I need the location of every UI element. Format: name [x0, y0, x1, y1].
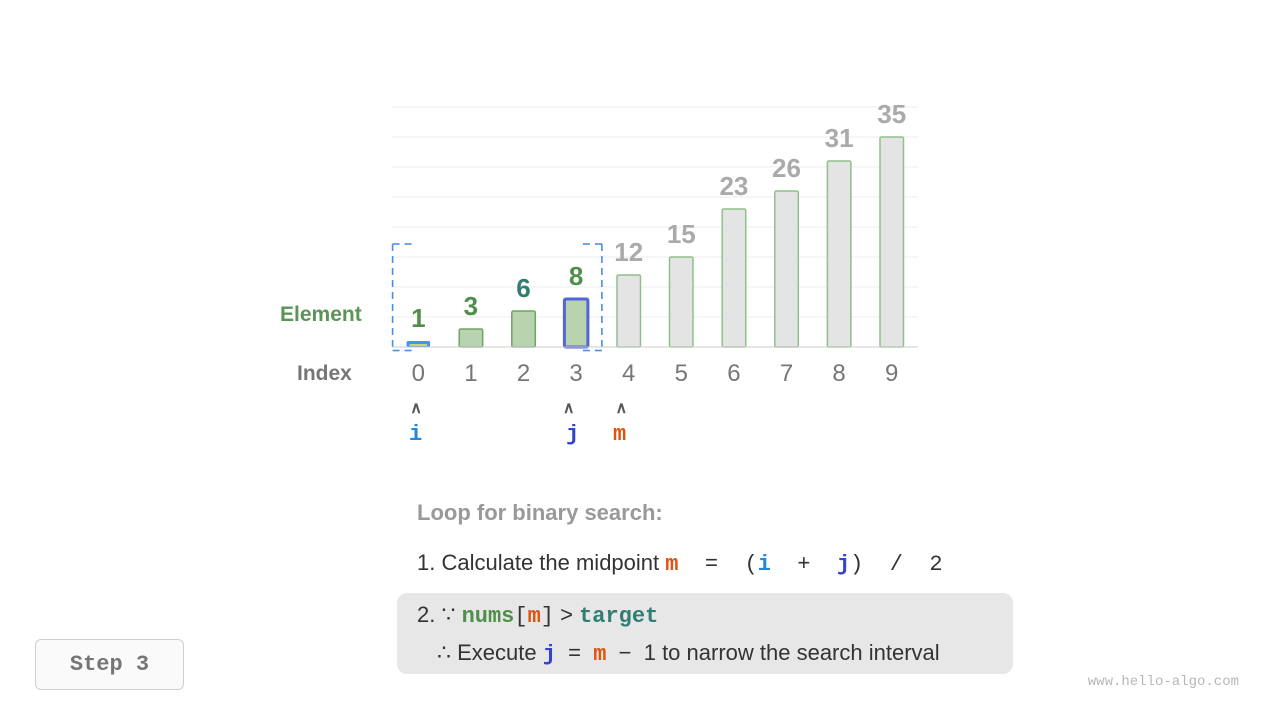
svg-text:6: 6	[516, 273, 530, 303]
svg-text:8: 8	[832, 360, 845, 387]
svg-text:4: 4	[622, 360, 635, 387]
svg-text:12: 12	[614, 237, 643, 267]
svg-text:0: 0	[412, 360, 425, 387]
svg-text:35: 35	[877, 99, 906, 129]
svg-text:15: 15	[667, 219, 696, 249]
svg-text:1: 1	[411, 303, 425, 333]
svg-text:23: 23	[719, 171, 748, 201]
svg-text:8: 8	[569, 261, 583, 291]
svg-text:31: 31	[825, 123, 854, 153]
svg-text:3: 3	[569, 360, 582, 387]
svg-text:5: 5	[675, 360, 688, 387]
svg-text:2: 2	[517, 360, 530, 387]
svg-text:1: 1	[464, 360, 477, 387]
svg-text:7: 7	[780, 360, 793, 387]
svg-text:3: 3	[464, 291, 478, 321]
svg-text:9: 9	[885, 360, 898, 387]
svg-text:6: 6	[727, 360, 740, 387]
svg-text:26: 26	[772, 153, 801, 183]
